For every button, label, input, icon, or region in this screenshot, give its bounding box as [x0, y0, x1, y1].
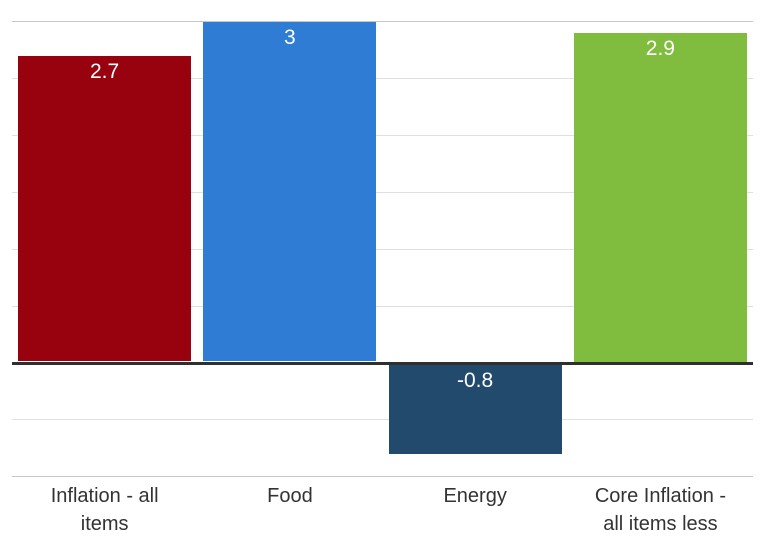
gridline-y--1 — [12, 476, 753, 478]
x-axis-category-label: Food — [267, 485, 313, 507]
gridline-y-1.5 — [12, 191, 753, 193]
plot-area: 2.7 3 -0.8 2.9 — [12, 0, 753, 478]
x-axis-category-label: Energy — [443, 485, 507, 507]
x-axis-category-label: Inflation - all items — [50, 485, 159, 535]
x-axis-labels: Inflation - all items Food Energy Core Infl… — [12, 482, 753, 550]
bar-value-label: 3 — [284, 25, 296, 49]
bar-food[interactable] — [203, 21, 377, 362]
gridline-y-2 — [12, 134, 753, 136]
gridline-y-3 — [12, 21, 753, 23]
bar-value-label: 2.9 — [645, 37, 675, 60]
bar-inflation-all-items[interactable] — [18, 55, 192, 362]
gridline-y--0.5 — [12, 419, 753, 421]
bar-value-label: 2.7 — [89, 59, 120, 83]
gridline-y-2.5 — [12, 78, 753, 79]
bar-core-inflation-all-items-less[interactable] — [573, 33, 747, 362]
gridline-y-1 — [12, 248, 753, 250]
bar-value-label: -0.8 — [457, 368, 494, 392]
zero-axis-line — [12, 361, 753, 365]
gridline-y-0.5 — [12, 305, 753, 307]
bar-energy[interactable] — [388, 364, 562, 454]
x-axis-category-label: Core Inflation - all items less — [594, 485, 727, 535]
